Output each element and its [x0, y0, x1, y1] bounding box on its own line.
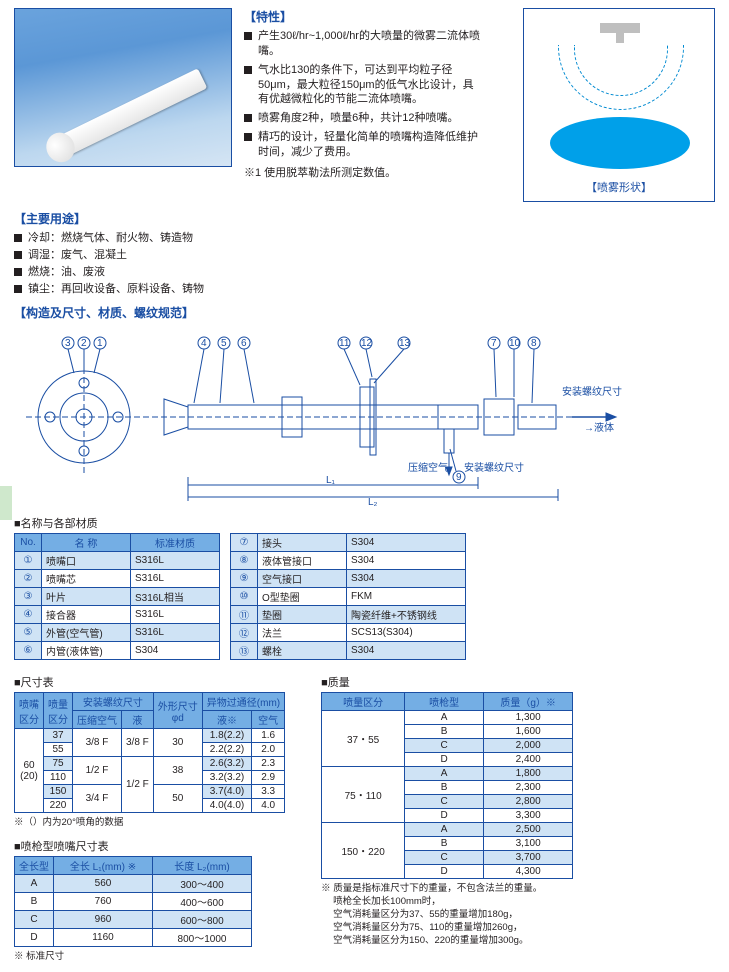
uses-list: 冷却：燃烧气体、耐火物、铸造物 调湿：废气、混凝土 燃烧：油、废液 镇尘：再回收…: [14, 231, 715, 296]
feature-note: ※1 使用脱萃勒法所测定数值。: [244, 164, 482, 180]
svg-text:13: 13: [399, 338, 411, 349]
spray-shape-diagram: 【喷雾形状】: [523, 8, 715, 202]
use-item: 调湿：废气、混凝土: [14, 248, 715, 263]
svg-text:L₂: L₂: [368, 497, 378, 507]
features-title: 【特性】: [244, 8, 482, 25]
use-item: 燃烧：油、废液: [14, 265, 715, 280]
feature-item: 喷雾角度2种，喷量6种，共计12种喷嘴。: [244, 111, 482, 126]
svg-text:2: 2: [81, 338, 87, 349]
dims-title: ■尺寸表: [14, 674, 285, 690]
svg-text:8: 8: [531, 338, 537, 349]
feature-item: 气水比130的条件下，可达到平均粒子径50μm，最大粒径150μm的低气水比设计…: [244, 63, 482, 108]
product-photo: [14, 8, 232, 167]
mass-title: ■质量: [321, 674, 573, 690]
spray-shape-label: 【喷雾形状】: [524, 179, 714, 195]
svg-text:1: 1: [97, 338, 103, 349]
svg-text:5: 5: [221, 338, 227, 349]
construction-title: 【构造及尺寸、材质、螺纹规范】: [14, 304, 715, 321]
dims-table: 喷嘴 区分 喷量 区分 安装螺纹尺寸 外形尺寸 φd 异物过通径(mm) 压缩空…: [14, 692, 285, 813]
lance-note: ※ 标准尺寸: [14, 951, 285, 964]
svg-text:→: →: [584, 423, 594, 434]
svg-text:3: 3: [65, 338, 71, 349]
svg-text:12: 12: [361, 338, 373, 349]
use-item: 镇尘：再回收设备、原料设备、铸物: [14, 282, 715, 297]
svg-text:7: 7: [491, 338, 497, 349]
feature-item: 产生30ℓ/hr~1,000ℓ/hr的大喷量的微雾二流体喷嘴。: [244, 29, 482, 59]
svg-text:安装螺纹尺寸: 安装螺纹尺寸: [464, 461, 524, 474]
svg-text:4: 4: [201, 338, 207, 349]
dims-note: ※（）内为20°喷角的数据: [14, 817, 285, 830]
parts-table-right: ⑦接头S304 ⑧液体管接口S304 ⑨空气接口S304 ⑩O型垫圈FKM ⑪垫…: [230, 533, 466, 660]
features-list: 产生30ℓ/hr~1,000ℓ/hr的大喷量的微雾二流体喷嘴。 气水比130的条…: [244, 29, 482, 160]
feature-item: 精巧的设计，轻量化简单的喷嘴构造降低维护时间，减少了费用。: [244, 130, 482, 160]
svg-text:L₁: L₁: [326, 475, 336, 486]
svg-text:11: 11: [339, 338, 350, 349]
svg-text:液体: 液体: [594, 421, 614, 434]
parts-table-left: No.名 称标准材质 ①喷嘴口S316L ②喷嘴芯S316L ③叶片S316L相…: [14, 533, 220, 660]
mass-table: 喷量区分喷枪型质量（g）※ 37・55A1,300 B1,600 C2,000 …: [321, 692, 573, 879]
svg-text:9: 9: [456, 472, 462, 483]
use-item: 冷却：燃烧气体、耐火物、铸造物: [14, 231, 715, 246]
mass-notes: ※ 质量是指标准尺寸下的重量，不包含法兰的重量。 喷枪全长加长100mm时， 空…: [321, 883, 573, 947]
uses-title: 【主要用途】: [14, 210, 715, 227]
svg-text:10: 10: [509, 338, 521, 349]
lance-table: 全长型全长 L₁(mm) ※长度 L₂(mm) A560300～400 B760…: [14, 856, 252, 947]
construction-diagram: 3 2 1 4 5 6 11 12 13 7 10 8 9 安装螺纹尺寸 →液体…: [14, 327, 624, 507]
parts-title: ■名称与各部材质: [14, 515, 715, 531]
svg-text:6: 6: [241, 338, 247, 349]
svg-text:压缩空气: 压缩空气: [408, 461, 448, 474]
lance-title: ■喷枪型喷嘴尺寸表: [14, 838, 285, 854]
svg-text:安装螺纹尺寸: 安装螺纹尺寸: [562, 385, 622, 398]
